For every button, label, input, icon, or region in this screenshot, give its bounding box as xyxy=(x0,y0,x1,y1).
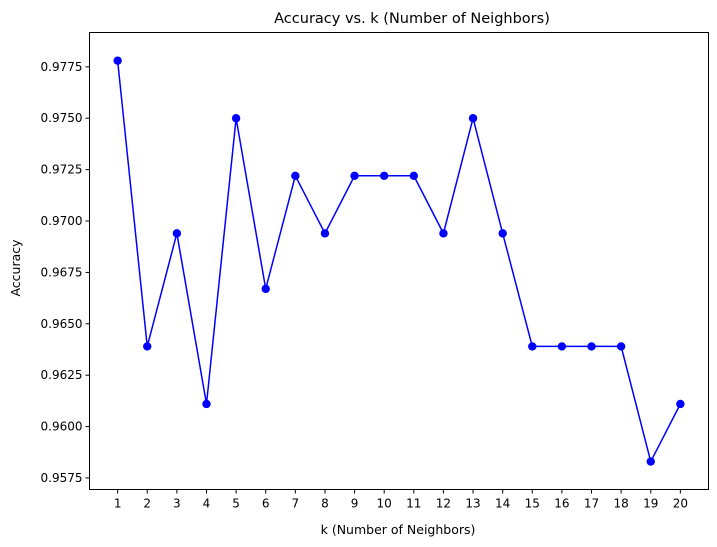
y-tick-label: 0.9650 xyxy=(41,317,83,331)
x-tick-label: 13 xyxy=(465,497,480,511)
x-tick-label: 2 xyxy=(143,497,151,511)
y-tick-label: 0.9725 xyxy=(41,163,83,177)
data-point-k12 xyxy=(439,229,448,238)
data-point-k16 xyxy=(557,342,567,351)
data-point-k10 xyxy=(379,171,389,180)
x-tick-label: 18 xyxy=(613,497,628,511)
data-point-k17 xyxy=(587,342,596,351)
x-tick-label: 8 xyxy=(321,497,329,511)
chart-title: Accuracy vs. k (Number of Neighbors) xyxy=(274,11,550,27)
plot-frame xyxy=(89,32,709,490)
x-tick-label: 12 xyxy=(436,497,451,511)
data-point-k3 xyxy=(172,229,182,238)
data-point-k13 xyxy=(468,114,478,123)
x-tick-label: 6 xyxy=(262,497,270,511)
y-tick-label: 0.9750 xyxy=(41,111,83,125)
data-point-k14 xyxy=(498,229,507,238)
x-tick-label: 14 xyxy=(495,497,510,511)
x-tick-label: 1 xyxy=(114,497,122,511)
y-tick-label: 0.9775 xyxy=(41,60,83,74)
y-tick-label: 0.9575 xyxy=(41,471,83,485)
data-point-k19 xyxy=(646,457,655,466)
data-point-k18 xyxy=(616,342,626,351)
x-tick-label: 17 xyxy=(584,497,599,511)
data-point-k7 xyxy=(291,171,300,180)
x-tick-label: 10 xyxy=(377,497,392,511)
data-point-k8 xyxy=(320,229,330,238)
x-tick-label: 11 xyxy=(406,497,421,511)
x-tick-label: 15 xyxy=(525,497,540,511)
x-tick-label: 5 xyxy=(232,497,240,511)
data-point-k6 xyxy=(261,284,270,294)
x-tick-label: 3 xyxy=(173,497,181,511)
x-tick-label: 9 xyxy=(351,497,359,511)
data-point-k1 xyxy=(113,56,122,65)
y-tick-label: 0.9700 xyxy=(41,214,83,228)
data-point-k9 xyxy=(350,171,359,180)
y-tick-label: 0.9625 xyxy=(41,368,83,382)
data-series xyxy=(113,56,685,466)
x-tick-label: 4 xyxy=(203,497,211,511)
data-point-k5 xyxy=(231,114,241,123)
x-tick-label: 7 xyxy=(292,497,300,511)
data-point-k11 xyxy=(409,171,419,180)
series-line xyxy=(116,60,682,464)
data-point-k20 xyxy=(676,399,685,409)
x-tick-label: 16 xyxy=(554,497,569,511)
x-tick-label: 19 xyxy=(643,497,658,511)
y-tick-label: 0.9600 xyxy=(41,420,83,434)
y-axis-ticks: 0.9575 0.9600 0.9625 0.9650 0.9675 0.9700 0.97… xyxy=(41,60,90,485)
x-axis-label: k (Number of Neighbors) xyxy=(321,522,476,537)
data-point-k4 xyxy=(202,399,211,409)
x-axis-ticks: 1 2 3 4 5 6 7 8 9 10 11 12 13 14 15 16 17 18 19 20 xyxy=(114,489,688,511)
data-point-k15 xyxy=(528,342,537,351)
y-tick-label: 0.9675 xyxy=(41,265,83,279)
x-tick-label: 20 xyxy=(673,497,688,511)
y-axis-label: Accuracy xyxy=(8,239,23,297)
data-point-k2 xyxy=(143,342,152,351)
